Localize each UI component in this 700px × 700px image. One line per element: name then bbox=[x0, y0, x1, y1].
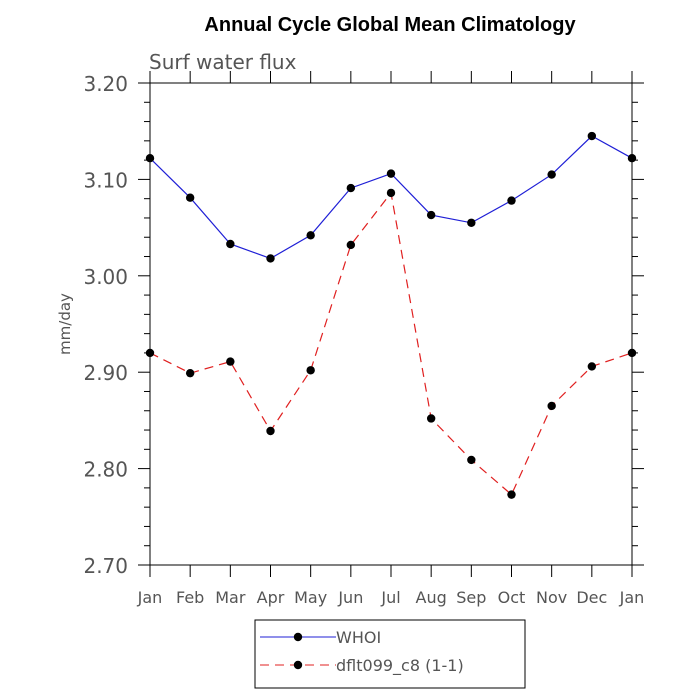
x-tick-label: Dec bbox=[576, 588, 607, 607]
y-tick-label: 2.70 bbox=[83, 554, 128, 578]
x-tick-label: Apr bbox=[257, 588, 285, 607]
series-0-point bbox=[226, 239, 235, 249]
series-0-point bbox=[185, 193, 195, 202]
series-1-point bbox=[266, 426, 275, 436]
series-0-point bbox=[306, 231, 315, 240]
series-1-point bbox=[386, 188, 396, 198]
axis-ticks bbox=[138, 71, 644, 577]
series-1-point bbox=[226, 357, 235, 366]
series-0-point bbox=[266, 254, 275, 263]
x-tick-label: Aug bbox=[416, 588, 447, 607]
series-0-point bbox=[587, 131, 597, 141]
series-0-point bbox=[547, 170, 556, 179]
series-1-point bbox=[346, 240, 356, 250]
plot-frame bbox=[149, 82, 633, 566]
legend-marker-dflt bbox=[293, 660, 303, 670]
x-tick-label: Oct bbox=[498, 588, 526, 607]
series-1-point bbox=[507, 490, 516, 499]
x-tick-label: Sep bbox=[456, 588, 486, 607]
x-tick-labels: Jan Feb Mar Apr May Jun Jul Aug Sep Oct Nov Dec Jan bbox=[137, 588, 645, 607]
x-tick-label: Nov bbox=[536, 588, 567, 607]
x-tick-label: Feb bbox=[176, 588, 204, 607]
y-tick-label: 3.00 bbox=[83, 265, 128, 289]
series-1-point bbox=[145, 348, 155, 358]
legend-box bbox=[254, 619, 526, 689]
legend-label-dflt: dflt099_c8 (1-1) bbox=[336, 656, 464, 676]
series-1-point bbox=[426, 414, 436, 423]
y-tick-label: 3.10 bbox=[83, 168, 128, 192]
x-tick-label: May bbox=[294, 588, 327, 607]
legend-label-whoi: WHOI bbox=[336, 628, 381, 647]
x-tick-label: Jul bbox=[380, 588, 400, 607]
series-1-point bbox=[627, 348, 637, 358]
series-line-0 bbox=[149, 135, 633, 260]
series-1-point bbox=[467, 455, 476, 465]
y-tick-label: 3.20 bbox=[83, 72, 128, 96]
y-axis-label: mm/day bbox=[56, 293, 74, 355]
y-tick-label: 2.80 bbox=[83, 458, 128, 482]
chart-title: Annual Cycle Global Mean Climatology bbox=[204, 14, 576, 36]
series-0-point bbox=[145, 153, 155, 163]
series-layer bbox=[145, 131, 637, 499]
series-0-point bbox=[507, 196, 516, 205]
x-tick-label: Mar bbox=[215, 588, 246, 607]
x-tick-label: Jun bbox=[337, 588, 363, 607]
series-1-point bbox=[547, 401, 556, 411]
series-0-point bbox=[426, 210, 436, 220]
chart-subtitle: Surf water flux bbox=[149, 50, 297, 74]
series-0-point bbox=[386, 169, 396, 178]
x-tick-label: Jan bbox=[137, 588, 163, 607]
series-line-1 bbox=[149, 191, 633, 496]
legend: WHOI dflt099_c8 (1-1) bbox=[254, 619, 526, 689]
y-tick-label: 2.90 bbox=[83, 361, 128, 385]
series-1-point bbox=[306, 366, 315, 375]
series-1-point bbox=[185, 368, 195, 378]
legend-marker-whoi bbox=[293, 632, 303, 642]
y-tick-labels: 2.70 2.80 2.90 3.00 3.10 3.20 bbox=[83, 72, 128, 578]
series-0-point bbox=[346, 183, 356, 193]
x-tick-label: Jan bbox=[619, 588, 645, 607]
series-0-point bbox=[627, 153, 637, 163]
series-0-point bbox=[467, 218, 476, 227]
series-1-point bbox=[587, 362, 597, 371]
